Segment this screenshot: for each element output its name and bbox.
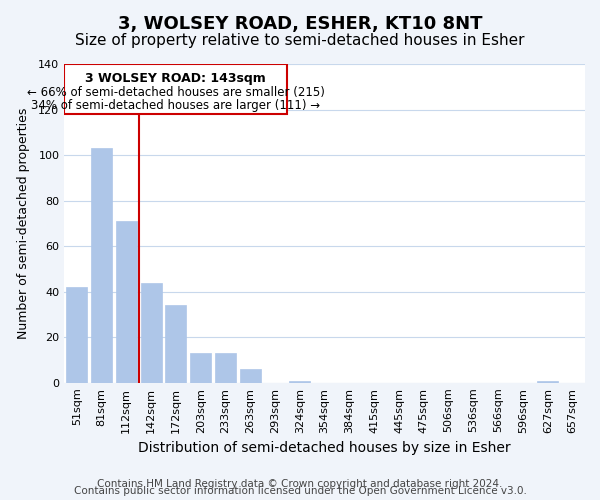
Bar: [91, 148, 112, 383]
Text: Contains public sector information licensed under the Open Government Licence v3: Contains public sector information licen…: [74, 486, 526, 496]
Y-axis label: Number of semi-detached properties: Number of semi-detached properties: [17, 108, 30, 339]
Text: Contains HM Land Registry data © Crown copyright and database right 2024.: Contains HM Land Registry data © Crown c…: [97, 479, 503, 489]
Text: 3, WOLSEY ROAD, ESHER, KT10 8NT: 3, WOLSEY ROAD, ESHER, KT10 8NT: [118, 15, 482, 33]
Text: 3 WOLSEY ROAD: 143sqm: 3 WOLSEY ROAD: 143sqm: [85, 72, 266, 85]
Text: ← 66% of semi-detached houses are smaller (215): ← 66% of semi-detached houses are smalle…: [27, 86, 325, 98]
Bar: [140, 282, 161, 383]
Bar: [289, 380, 310, 383]
X-axis label: Distribution of semi-detached houses by size in Esher: Distribution of semi-detached houses by …: [139, 441, 511, 455]
Bar: [537, 380, 559, 383]
Text: 34% of semi-detached houses are larger (111) →: 34% of semi-detached houses are larger (…: [31, 100, 320, 112]
Bar: [190, 353, 211, 383]
Text: Size of property relative to semi-detached houses in Esher: Size of property relative to semi-detach…: [75, 32, 525, 48]
Bar: [166, 306, 187, 383]
Bar: [116, 221, 137, 383]
Bar: [240, 369, 261, 383]
Bar: [66, 287, 87, 383]
Bar: [215, 353, 236, 383]
FancyBboxPatch shape: [64, 64, 287, 114]
